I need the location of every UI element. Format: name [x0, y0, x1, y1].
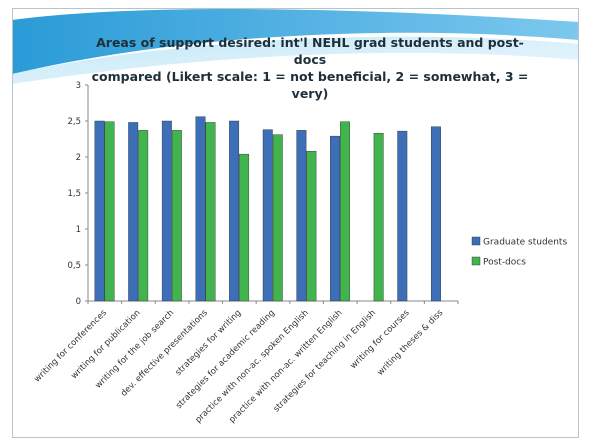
bar-post-docs	[239, 153, 250, 302]
bar-post-docs	[373, 133, 384, 302]
y-tick-label: 1	[76, 225, 81, 235]
bar-post-docs	[306, 151, 317, 302]
bar-graduate-students	[430, 126, 441, 302]
legend-label: Post-docs	[483, 258, 526, 268]
bar-graduate-students	[262, 129, 273, 302]
bar-graduate-students	[397, 130, 408, 302]
y-tick-label: 0	[76, 297, 81, 307]
legend-swatch	[471, 236, 481, 246]
x-tick-label: strategies for writing	[174, 308, 244, 378]
bar-graduate-students	[128, 122, 139, 302]
chart-title-line-1: Areas of support desired: int'l NEHL gra…	[96, 35, 524, 67]
slide-frame	[12, 8, 579, 438]
bar-post-docs	[138, 130, 149, 302]
chart-title: Areas of support desired: int'l NEHL gra…	[90, 34, 530, 102]
y-tick-label: 3	[76, 81, 81, 91]
bar-post-docs	[104, 121, 115, 302]
y-tick-label: 0,5	[67, 261, 81, 271]
x-tick-label: writing for courses	[349, 308, 412, 371]
y-tick-label: 2	[76, 153, 81, 163]
x-tick-label: writing theses & diss	[376, 308, 446, 378]
legend-label: Graduate students	[483, 238, 567, 248]
y-tick-label: 2,5	[67, 117, 81, 127]
bar-graduate-students	[195, 116, 206, 302]
legend-swatch	[471, 256, 481, 266]
bar-graduate-students	[94, 120, 105, 302]
bar-graduate-students	[229, 120, 240, 302]
bar-post-docs	[272, 134, 283, 302]
chart-title-line-2: compared (Likert scale: 1 = not benefici…	[91, 69, 529, 101]
y-tick-label: 1,5	[67, 189, 81, 199]
bar-post-docs	[171, 130, 182, 302]
bar-post-docs	[205, 122, 216, 302]
bar-graduate-students	[296, 130, 307, 302]
bar-graduate-students	[161, 120, 172, 302]
bar-post-docs	[340, 121, 350, 302]
bar-graduate-students	[330, 135, 340, 302]
